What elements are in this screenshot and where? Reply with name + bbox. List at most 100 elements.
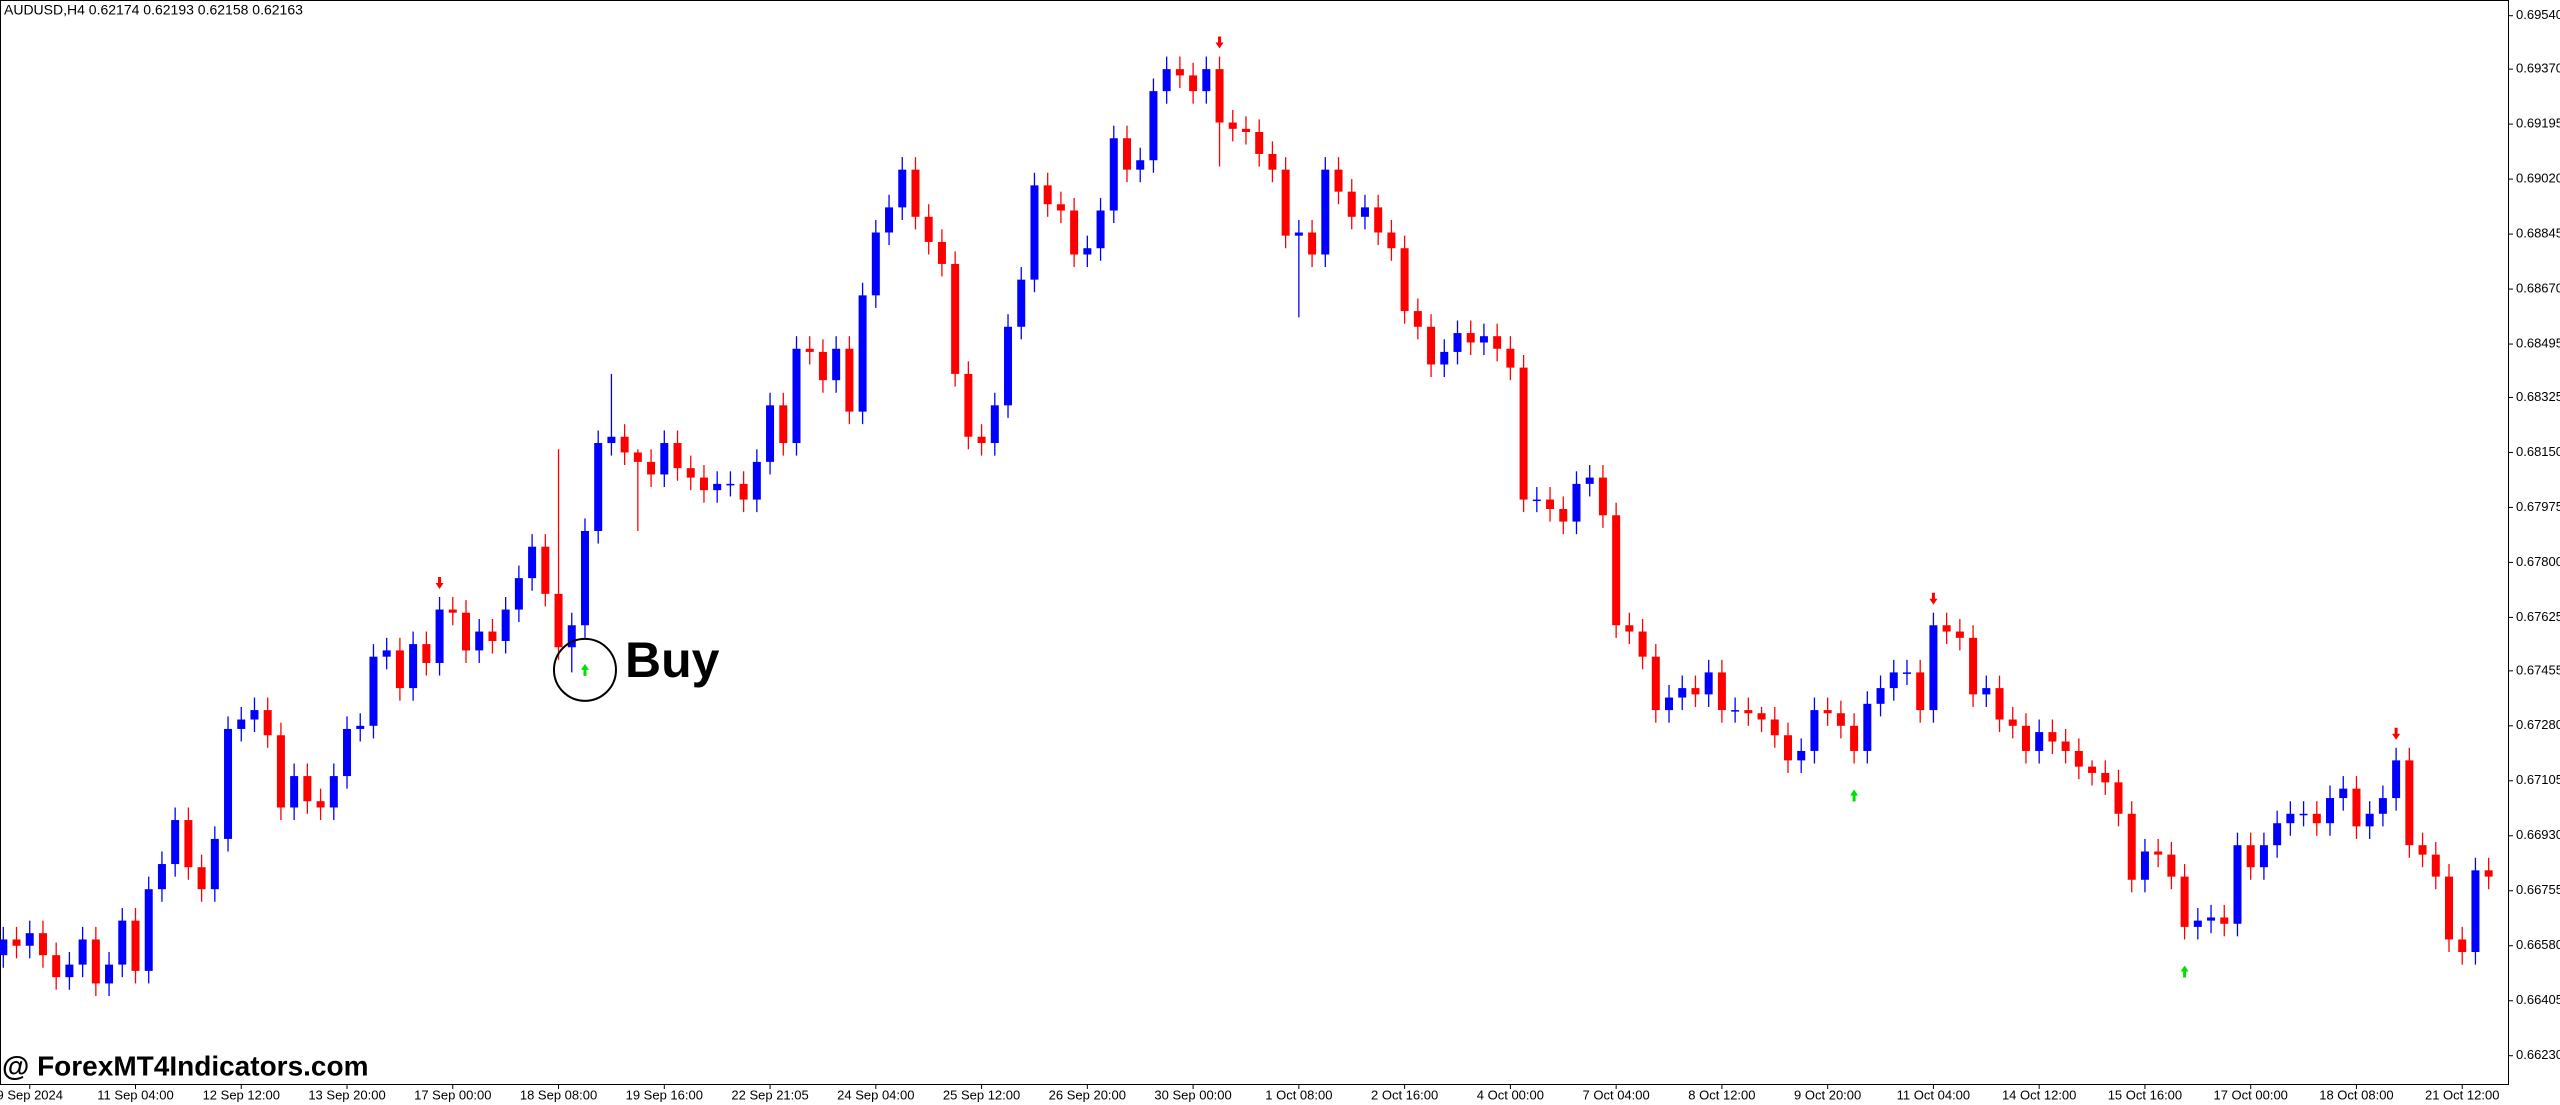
- candle-body: [2193, 920, 2202, 927]
- candle-body: [105, 964, 114, 984]
- candle-body: [1308, 232, 1317, 255]
- x-tick-label: 21 Oct 12:00: [2425, 1087, 2499, 1102]
- candle-body: [52, 955, 61, 978]
- y-tick-label: 0.66930: [2516, 827, 2560, 842]
- candle-body: [2127, 813, 2136, 880]
- candle-body: [2233, 845, 2242, 924]
- candle-body: [1268, 153, 1277, 170]
- buy-arrow: [2180, 965, 2189, 978]
- candle-body: [2431, 854, 2440, 877]
- candle-body: [144, 889, 153, 971]
- candle-body: [2326, 798, 2335, 824]
- candle-body: [686, 468, 695, 478]
- x-tick-label: 25 Sep 12:00: [943, 1087, 1020, 1102]
- candle-body: [885, 207, 894, 233]
- candle-body: [1625, 625, 1634, 632]
- candle-body: [1321, 169, 1330, 255]
- candle-body: [1757, 713, 1766, 720]
- candle-body: [1929, 625, 1938, 711]
- candle-body: [779, 405, 788, 444]
- y-tick-label: 0.67455: [2516, 662, 2560, 677]
- candle-body: [766, 405, 775, 462]
- x-tick-label: 7 Oct 04:00: [1583, 1087, 1650, 1102]
- candle-body: [594, 443, 603, 532]
- candle-body: [131, 920, 140, 971]
- candle-body: [1479, 336, 1488, 343]
- candle-body: [2140, 851, 2149, 880]
- y-tick-label: 0.66755: [2516, 882, 2560, 897]
- candle-body: [1096, 210, 1105, 249]
- candle-body: [647, 461, 656, 475]
- candle-body: [1850, 725, 1859, 751]
- y-tick-label: 0.67975: [2516, 499, 2560, 514]
- candle-body: [937, 241, 946, 264]
- candle-body: [1678, 688, 1687, 698]
- candle-body: [343, 728, 352, 777]
- candle-body: [263, 710, 272, 736]
- annotation-text: Buy: [625, 632, 720, 688]
- candle-body: [12, 939, 21, 946]
- candle-body: [633, 452, 642, 462]
- candle-body: [2088, 766, 2097, 773]
- candle-body: [2352, 788, 2361, 827]
- candle-body: [1559, 509, 1568, 522]
- candle-body: [2114, 782, 2123, 814]
- candle-body: [65, 964, 74, 978]
- x-tick-label: 4 Oct 00:00: [1477, 1087, 1544, 1102]
- candle-body: [858, 295, 867, 412]
- candle-body: [316, 801, 325, 808]
- candle-body: [514, 578, 523, 610]
- candle-body: [369, 656, 378, 726]
- candle-body: [2378, 798, 2387, 814]
- candle-body: [964, 373, 973, 437]
- y-tick-label: 0.67625: [2516, 609, 2560, 624]
- candle-body: [422, 644, 431, 663]
- x-tick-label: 30 Sep 00:00: [1154, 1087, 1231, 1102]
- candle-body: [462, 612, 470, 651]
- candle-body: [1889, 672, 1898, 689]
- candle-body: [1810, 710, 1819, 751]
- x-tick-label: 2 Oct 16:00: [1371, 1087, 1438, 1102]
- y-tick-label: 0.66230: [2516, 1047, 2560, 1062]
- y-tick-label: 0.69540: [2516, 7, 2560, 22]
- candle-body: [1506, 348, 1515, 368]
- candle-body: [157, 864, 166, 890]
- candle-body: [699, 477, 708, 491]
- candle-body: [567, 625, 576, 648]
- x-tick-label: 17 Sep 00:00: [414, 1087, 491, 1102]
- candle-body: [1638, 631, 1647, 657]
- candle-body: [1836, 713, 1845, 726]
- candle-body: [752, 461, 761, 500]
- candle-body: [1427, 326, 1436, 365]
- x-tick-label: 15 Oct 16:00: [2108, 1087, 2182, 1102]
- candle-body: [2021, 725, 2030, 751]
- candle-body: [1175, 69, 1184, 76]
- candle-body: [382, 650, 391, 657]
- candle-body: [1281, 169, 1290, 236]
- candle-body: [554, 593, 563, 648]
- candle-body: [832, 348, 841, 381]
- watermark: @ ForexMT4Indicators.com: [2, 1050, 369, 1081]
- candle-body: [951, 263, 960, 374]
- candle-body: [2167, 854, 2176, 877]
- candle-body: [1704, 672, 1713, 695]
- candle-body: [2101, 772, 2110, 783]
- candle-body: [1572, 483, 1581, 522]
- x-tick-label: 14 Oct 12:00: [2002, 1087, 2076, 1102]
- candle-body: [528, 546, 537, 579]
- candle-body: [977, 436, 986, 444]
- candle-body: [1876, 688, 1885, 704]
- candle-body: [2405, 760, 2414, 846]
- y-tick-label: 0.68670: [2516, 281, 2560, 296]
- candle-body: [0, 939, 8, 956]
- candle-body: [356, 725, 365, 729]
- candle-body: [607, 436, 616, 444]
- candle-body: [1043, 185, 1052, 205]
- y-tick-label: 0.66405: [2516, 992, 2560, 1007]
- plot-frame: [0, 0, 2509, 1085]
- y-tick-label: 0.67800: [2516, 554, 2560, 569]
- candle-body: [1215, 69, 1224, 123]
- candle-body: [1717, 672, 1726, 711]
- x-tick-label: 11 Sep 04:00: [97, 1087, 173, 1102]
- candle-body: [1056, 204, 1065, 211]
